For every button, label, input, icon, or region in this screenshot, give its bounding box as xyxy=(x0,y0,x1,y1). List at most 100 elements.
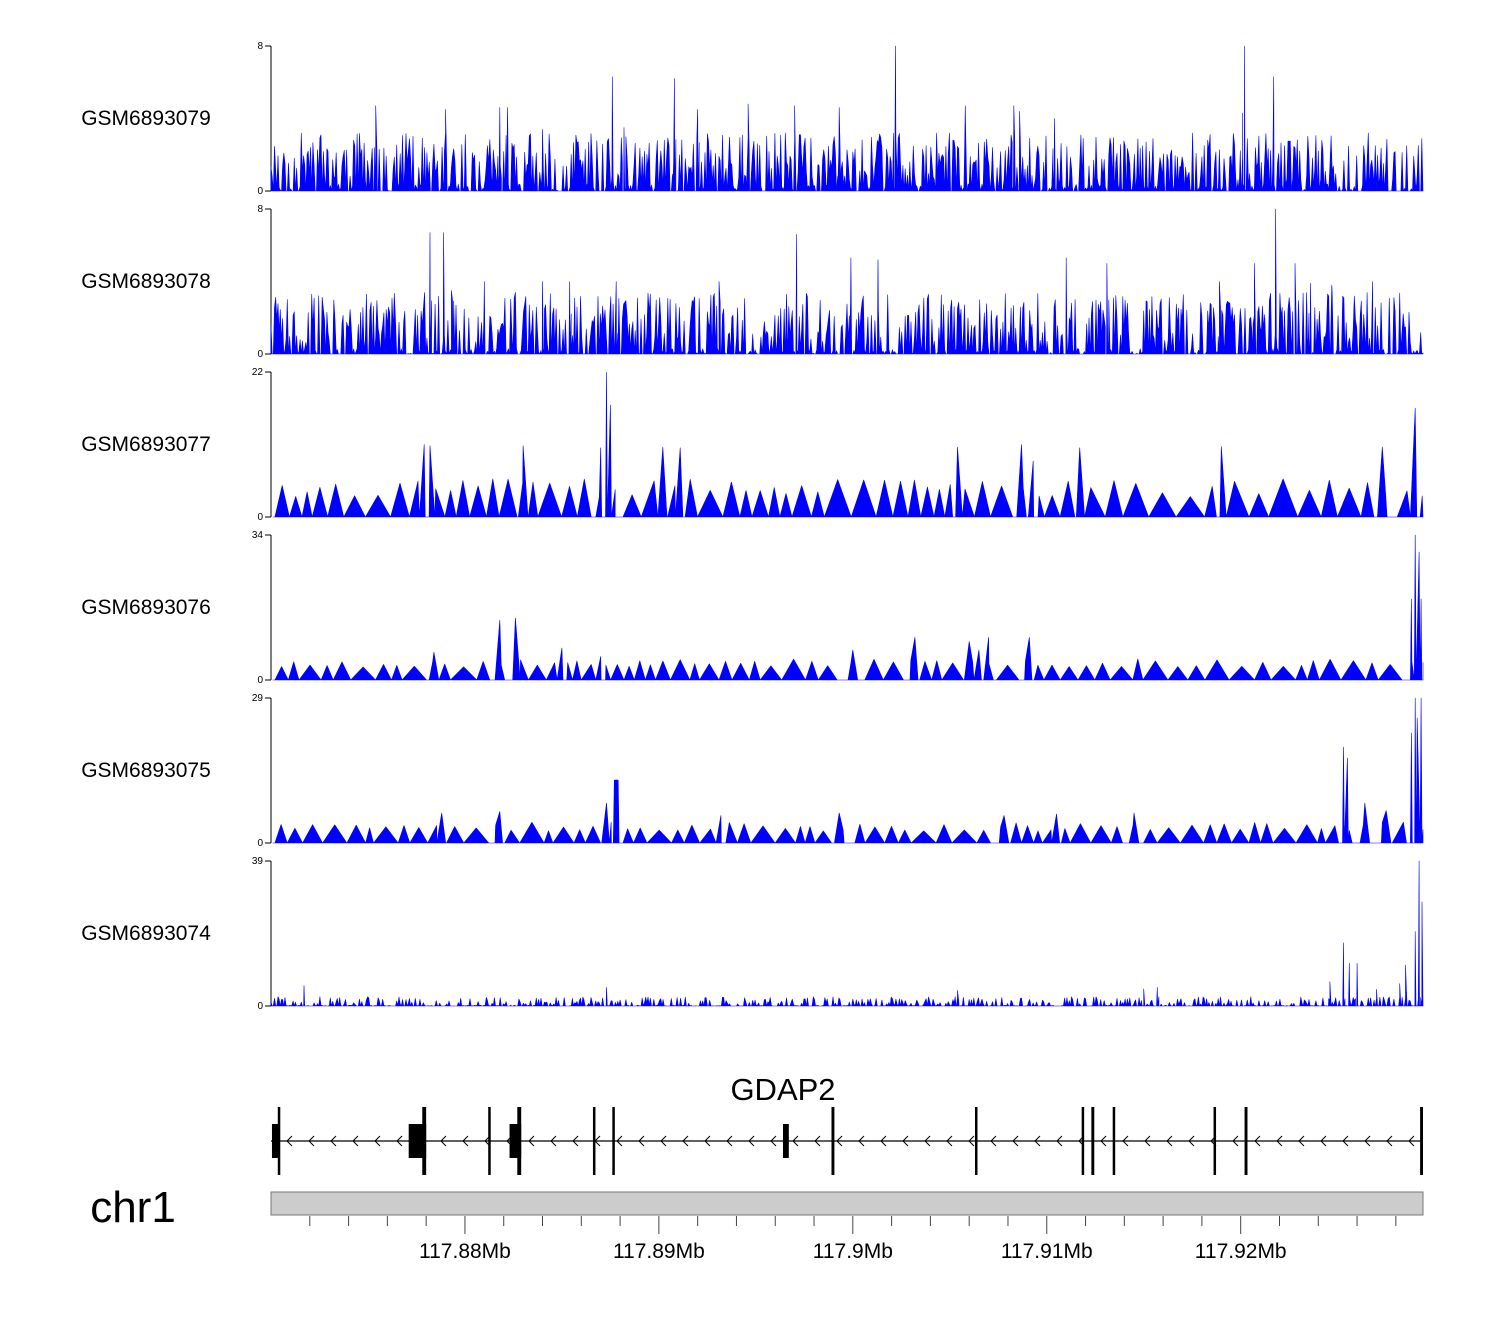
y-max-label: 29 xyxy=(252,693,264,704)
strand-arrow xyxy=(616,1135,623,1147)
strand-arrow xyxy=(814,1135,821,1147)
gene-exon-line xyxy=(975,1107,978,1175)
strand-arrow xyxy=(682,1135,689,1147)
strand-arrow xyxy=(726,1135,733,1147)
gene-exon xyxy=(271,1124,279,1158)
strand-arrow xyxy=(638,1135,645,1147)
strand-arrow xyxy=(550,1135,557,1147)
strand-arrow xyxy=(1166,1135,1173,1147)
y-max-label: 39 xyxy=(252,856,264,867)
chromosome-axis-track: chr1 117.88Mb 117.89Mb 117.9Mb 117.91Mb 117.… xyxy=(90,1183,1424,1263)
strand-arrow xyxy=(1276,1135,1283,1147)
strand-arrow xyxy=(748,1135,755,1147)
strand-arrow xyxy=(858,1135,865,1147)
coverage-area xyxy=(270,45,1424,192)
strand-arrow xyxy=(1320,1135,1327,1147)
strand-arrow xyxy=(396,1135,403,1147)
y-max-label: 34 xyxy=(252,530,264,541)
y-max-label: 8 xyxy=(257,204,263,215)
x-tick-label: 117.88Mb xyxy=(419,1240,511,1263)
track-label: GSM6893078 xyxy=(81,270,211,293)
strand-arrow xyxy=(924,1135,931,1147)
strand-arrow xyxy=(880,1135,887,1147)
strand-arrow xyxy=(770,1135,777,1147)
x-tick-label: 117.92Mb xyxy=(1195,1240,1287,1263)
strand-arrow xyxy=(1188,1135,1195,1147)
coverage-area xyxy=(272,371,1424,518)
coverage-area xyxy=(270,860,1424,1007)
strand-arrow xyxy=(792,1135,799,1147)
gene-exon xyxy=(509,1124,522,1158)
strand-arrow xyxy=(1100,1135,1107,1147)
strand-arrow xyxy=(440,1135,447,1147)
coverage-area xyxy=(270,208,1424,355)
strand-arrow xyxy=(308,1135,315,1147)
gene-exon-line xyxy=(488,1107,491,1175)
y-min-label: 0 xyxy=(257,675,263,686)
track-label: GSM6893079 xyxy=(81,107,211,130)
gene-exon-line xyxy=(1091,1107,1095,1175)
strand-arrow xyxy=(352,1135,359,1147)
track-GSM6893074: GSM6893074 39 0 xyxy=(81,856,1424,1012)
strand-arrow xyxy=(660,1135,667,1147)
track-GSM6893078: GSM6893078 8 0 xyxy=(81,204,1424,360)
gene-exon-line xyxy=(1420,1107,1423,1175)
gene-model-track: GDAP2 xyxy=(271,1072,1423,1175)
y-max-label: 22 xyxy=(252,367,264,378)
strand-arrow xyxy=(1232,1135,1239,1147)
y-min-label: 0 xyxy=(257,186,263,197)
strand-arrow xyxy=(528,1135,535,1147)
strand-arrow xyxy=(572,1135,579,1147)
track-label: GSM6893076 xyxy=(81,596,211,619)
gene-exon-line xyxy=(1213,1107,1217,1175)
gene-name-label: GDAP2 xyxy=(730,1072,835,1107)
strand-arrow xyxy=(1254,1135,1261,1147)
x-tick-label: 117.89Mb xyxy=(613,1240,705,1263)
gene-exon-line xyxy=(1112,1107,1116,1175)
strand-arrow xyxy=(946,1135,953,1147)
gene-exon-line xyxy=(592,1107,596,1175)
strand-arrow xyxy=(1012,1135,1019,1147)
track-GSM6893079: GSM6893079 8 0 xyxy=(81,41,1424,197)
x-tick-label: 117.91Mb xyxy=(1001,1240,1093,1263)
strand-arrow xyxy=(990,1135,997,1147)
strand-arrow xyxy=(836,1135,843,1147)
track-GSM6893077: GSM6893077 22 0 xyxy=(81,367,1424,523)
strand-arrow xyxy=(1342,1135,1349,1147)
track-GSM6893075: GSM6893075 29 0 xyxy=(81,693,1424,849)
chromosome-ideogram-bar xyxy=(270,1191,1424,1216)
coverage-area xyxy=(272,534,1424,681)
strand-arrow xyxy=(286,1135,293,1147)
gene-exon-line xyxy=(612,1107,615,1175)
strand-arrow xyxy=(1144,1135,1151,1147)
strand-arrow xyxy=(374,1135,381,1147)
strand-arrow xyxy=(1408,1135,1415,1147)
coverage-area xyxy=(272,697,1424,844)
gene-exon-line xyxy=(277,1107,281,1175)
track-label: GSM6893074 xyxy=(81,922,211,945)
y-min-label: 0 xyxy=(257,349,263,360)
gene-exon-line xyxy=(831,1107,835,1175)
gene-exon xyxy=(408,1124,427,1158)
strand-arrow xyxy=(968,1135,975,1147)
track-GSM6893076: GSM6893076 34 0 xyxy=(81,530,1424,686)
strand-arrow xyxy=(330,1135,337,1147)
gene-exon xyxy=(783,1124,789,1158)
y-max-label: 8 xyxy=(257,41,263,52)
strand-arrow xyxy=(1386,1135,1393,1147)
track-label: GSM6893075 xyxy=(81,759,211,782)
strand-arrow xyxy=(1056,1135,1063,1147)
x-tick-label: 117.9Mb xyxy=(813,1240,893,1263)
strand-arrow xyxy=(1298,1135,1305,1147)
coverage-tracks: GSM689307980GSM689307880GSM6893077220GSM… xyxy=(81,41,1424,1012)
y-min-label: 0 xyxy=(257,512,263,523)
gene-exon-line xyxy=(1081,1107,1085,1175)
track-label: GSM6893077 xyxy=(81,433,211,456)
y-min-label: 0 xyxy=(257,1001,263,1012)
strand-arrow xyxy=(1034,1135,1041,1147)
strand-arrow xyxy=(704,1135,711,1147)
gene-exon-line xyxy=(1244,1107,1248,1175)
strand-arrow xyxy=(902,1135,909,1147)
strand-arrow xyxy=(1122,1135,1129,1147)
